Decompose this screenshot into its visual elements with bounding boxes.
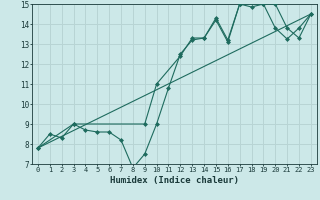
X-axis label: Humidex (Indice chaleur): Humidex (Indice chaleur) [110, 176, 239, 185]
